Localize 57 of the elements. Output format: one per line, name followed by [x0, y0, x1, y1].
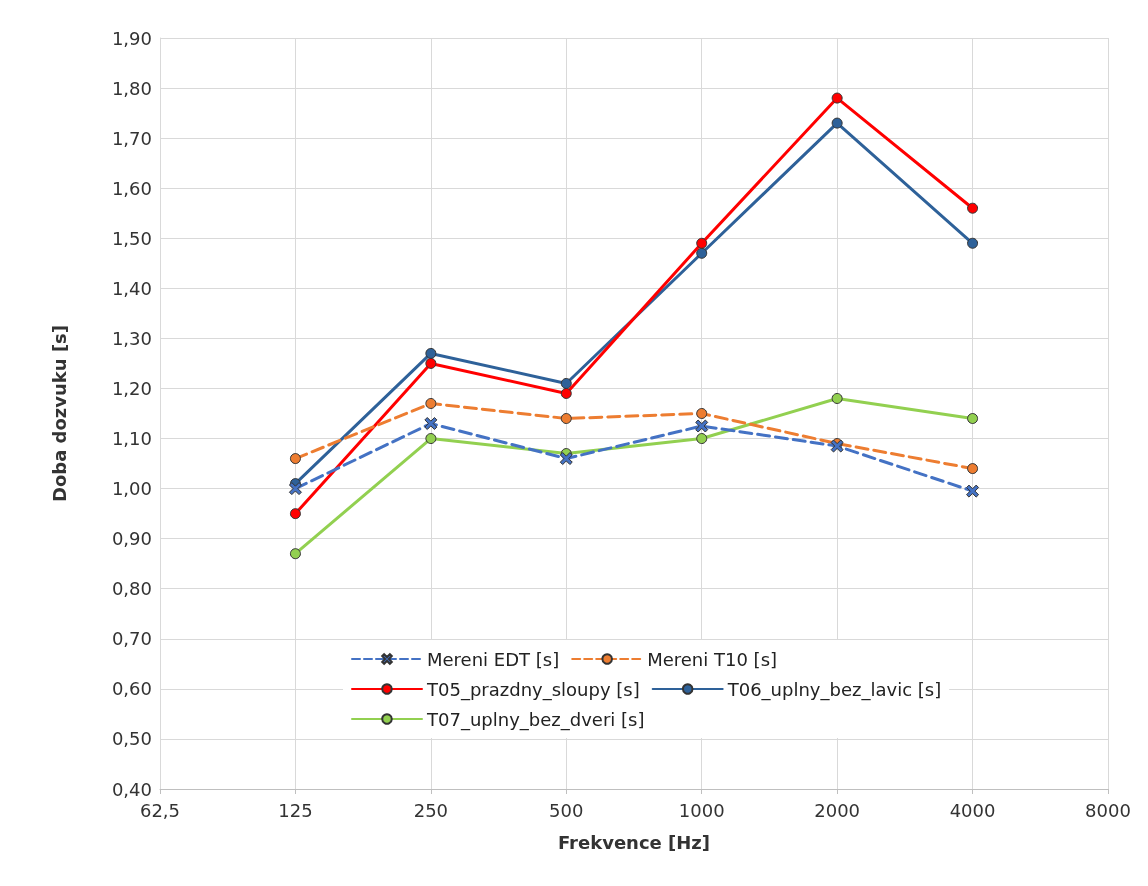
point [696, 247, 708, 259]
point [696, 237, 708, 249]
point [696, 433, 708, 445]
x-tick-label: 8000 [1085, 799, 1131, 821]
point [831, 392, 843, 404]
x-tick-label: 500 [549, 799, 584, 821]
point [967, 202, 979, 214]
point [560, 413, 572, 424]
y-tick-label: 0,50 [111, 728, 152, 750]
point [696, 408, 708, 419]
point [425, 433, 437, 445]
x-tick-label: 125 [278, 799, 313, 821]
legend-label: Mereni T10 [s] [647, 648, 778, 670]
y-axis-title: Doba dozvuku [s] [48, 324, 70, 503]
legend-label: T05_prazdny_sloupy [s] [426, 678, 640, 701]
y-tick-label: 0,90 [111, 528, 152, 550]
x-axis-title: Frekvence [Hz] [557, 831, 711, 853]
y-tick-label: 1,70 [111, 127, 152, 149]
y-tick-label: 0,40 [111, 778, 152, 800]
x-tick-label: 250 [413, 799, 449, 821]
y-tick-label: 1,20 [111, 377, 152, 399]
point [425, 357, 437, 369]
point [560, 377, 572, 389]
point [967, 237, 979, 249]
y-tick-label: 0,80 [111, 578, 152, 600]
point [967, 463, 979, 475]
legend-label: T06_uplny_bez_lavic [s] [726, 678, 942, 701]
point [560, 387, 572, 399]
y-tick-label: 1,50 [111, 227, 152, 249]
y-tick-label: 1,00 [111, 478, 152, 500]
y-tick-label: 0,70 [111, 628, 152, 650]
point [425, 347, 437, 359]
point [831, 92, 843, 104]
point [288, 482, 302, 496]
x-tick-label: 2000 [814, 799, 861, 821]
x-tick-label: 4000 [949, 799, 996, 821]
x-tick-label: 62,5 [139, 799, 181, 821]
y-tick-label: 1,10 [111, 428, 152, 450]
y-tick-label: 0,60 [111, 678, 152, 700]
y-tick-label: 1,40 [111, 277, 152, 299]
legend-label: Mereni EDT [s] [427, 648, 560, 670]
y-tick-label: 1,80 [111, 77, 152, 99]
point [559, 452, 573, 466]
point [967, 413, 979, 424]
point [425, 397, 437, 409]
point [831, 117, 843, 129]
point [424, 417, 438, 431]
point [289, 548, 301, 560]
point [289, 453, 301, 465]
y-tick-label: 1,90 [111, 27, 152, 49]
y-tick-label: 1,60 [111, 177, 152, 199]
point [695, 419, 709, 433]
x-tick-label: 1000 [678, 799, 725, 821]
point [289, 508, 301, 520]
point [966, 484, 980, 498]
y-tick-label: 1,30 [111, 327, 152, 349]
legend-label: T07_uplny_bez_dveri [s] [426, 708, 645, 731]
